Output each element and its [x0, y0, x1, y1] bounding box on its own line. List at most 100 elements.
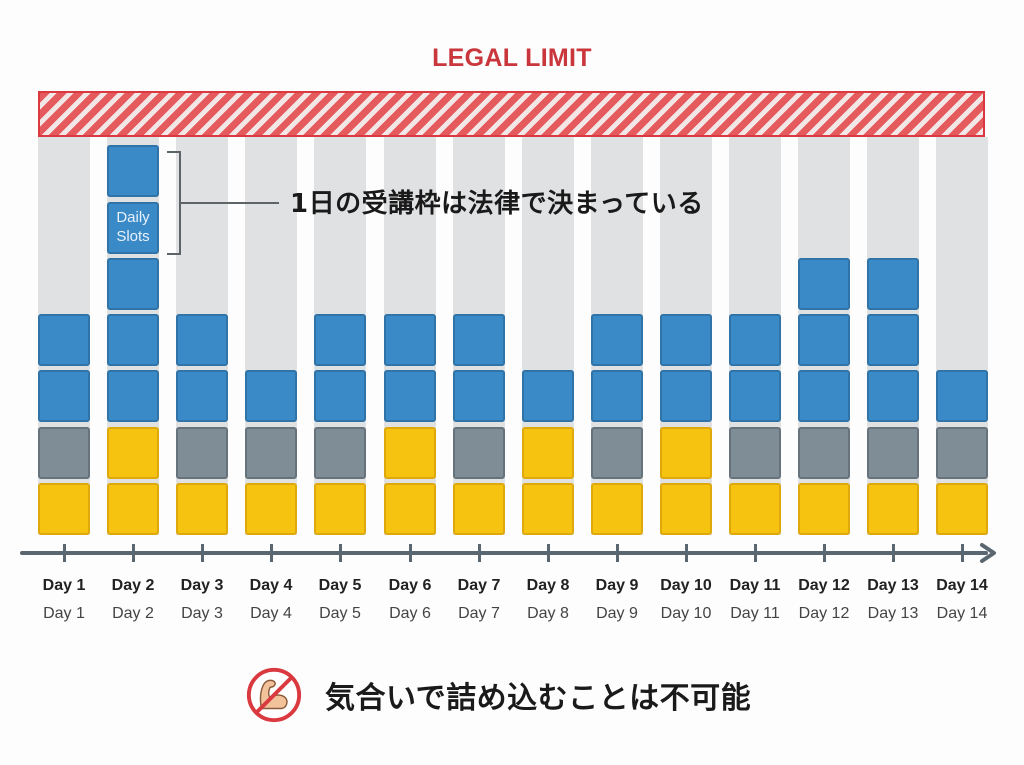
gray-slot-block [245, 426, 297, 479]
x-tick [270, 544, 273, 562]
x-label-primary: Day 7 [457, 577, 501, 594]
x-tick [478, 544, 481, 562]
legal-limit-band [38, 91, 985, 137]
day-column-3 [176, 137, 228, 535]
yellow-slot-block [38, 483, 90, 535]
yellow-slot-block [660, 483, 712, 535]
blue-slot-block [867, 257, 919, 310]
x-label-secondary: Day 9 [596, 605, 638, 622]
x-tick [685, 544, 688, 562]
day-column-6 [384, 137, 436, 535]
yellow-slot-block [453, 483, 505, 535]
yellow-slot-block [729, 483, 781, 535]
yellow-slot-block [314, 483, 366, 535]
blue-slot-block [453, 370, 505, 423]
x-tick [616, 544, 619, 562]
blue-slot-block [798, 257, 850, 310]
gray-slot-block [591, 426, 643, 479]
blue-slot-block [867, 370, 919, 423]
blue-slot-block [38, 314, 90, 367]
gray-slot-block [38, 426, 90, 479]
x-tick [547, 544, 550, 562]
x-label-secondary: Day 11 [730, 605, 780, 622]
day-column-7 [453, 137, 505, 535]
yellow-slot-block [245, 483, 297, 535]
x-label-secondary: Day 10 [660, 605, 712, 622]
blue-slot-block [107, 314, 159, 367]
x-label-secondary: Day 6 [389, 605, 431, 622]
yellow-slot-block [798, 483, 850, 535]
x-label-secondary: Day 4 [250, 605, 292, 622]
blue-slot-block [107, 257, 159, 310]
day-column-8 [522, 137, 574, 535]
blue-slot-block [107, 145, 159, 198]
day-column-10 [660, 137, 712, 535]
day-column-11 [729, 137, 781, 535]
blue-slot-block [591, 314, 643, 367]
x-label-primary: Day 9 [595, 577, 639, 594]
blue-slot-block [660, 314, 712, 367]
x-label-secondary: Day 1 [43, 605, 85, 622]
x-tick [409, 544, 412, 562]
x-label-primary: Day 14 [936, 577, 988, 594]
x-tick [339, 544, 342, 562]
day-column-12 [798, 137, 850, 535]
axis-arrow-icon [980, 543, 996, 563]
blue-slot-block [176, 314, 228, 367]
gray-slot-block [867, 426, 919, 479]
x-tick [201, 544, 204, 562]
x-tick [823, 544, 826, 562]
x-tick [754, 544, 757, 562]
x-axis [20, 551, 988, 555]
gray-slot-block [314, 426, 366, 479]
daily-slots-bracket [167, 151, 181, 255]
x-label-secondary: Day 8 [527, 605, 569, 622]
blue-slot-block [384, 370, 436, 423]
day-column-5 [314, 137, 366, 535]
blue-slot-block [798, 370, 850, 423]
blue-slot-block [245, 370, 297, 423]
blue-slot-block [314, 370, 366, 423]
yellow-slot-block [660, 426, 712, 479]
annotation-leader-line [181, 202, 279, 204]
blue-slot-block [522, 370, 574, 423]
blue-slot-block [314, 314, 366, 367]
blue-slot-block [798, 314, 850, 367]
day-column-14 [936, 137, 988, 535]
blue-slot-block [729, 370, 781, 423]
gray-slot-block [798, 426, 850, 479]
day-column-9 [591, 137, 643, 535]
yellow-slot-block [176, 483, 228, 535]
yellow-slot-block [522, 426, 574, 479]
yellow-slot-block [591, 483, 643, 535]
x-label-primary: Day 10 [660, 577, 712, 594]
x-label-primary: Day 12 [798, 577, 850, 594]
blue-slot-block [591, 370, 643, 423]
x-label-secondary: Day 2 [112, 605, 154, 622]
gray-slot-block [729, 426, 781, 479]
legal-limit-title: LEGAL LIMIT [432, 44, 592, 72]
x-label-primary: Day 6 [388, 577, 432, 594]
footer-message: 気合いで詰め込むことは不可能 [245, 666, 751, 724]
x-label-primary: Day 1 [42, 577, 86, 594]
blue-slot-block: Daily Slots [107, 201, 159, 254]
x-label-primary: Day 5 [318, 577, 362, 594]
footer-text: 気合いで詰め込むことは不可能 [325, 681, 752, 716]
blue-slot-block [38, 370, 90, 423]
day-column-2: Daily Slots [107, 137, 159, 535]
x-label-primary: Day 3 [180, 577, 224, 594]
day-column-1 [38, 137, 90, 535]
x-label-primary: Day 4 [249, 577, 293, 594]
x-label-secondary: Day 12 [798, 605, 850, 622]
no-cramming-icon [246, 667, 302, 723]
blue-slot-block [867, 314, 919, 367]
legal-slot-annotation: 1日の受講枠は法律で決まっている [290, 189, 704, 219]
x-label-primary: Day 2 [111, 577, 155, 594]
x-label-secondary: Day 14 [936, 605, 988, 622]
blue-slot-block [176, 370, 228, 423]
yellow-slot-block [936, 483, 988, 535]
blue-slot-block [384, 314, 436, 367]
x-label-primary: Day 11 [729, 577, 781, 594]
x-label-secondary: Day 7 [458, 605, 500, 622]
daily-slots-label: Daily Slots [116, 208, 150, 245]
